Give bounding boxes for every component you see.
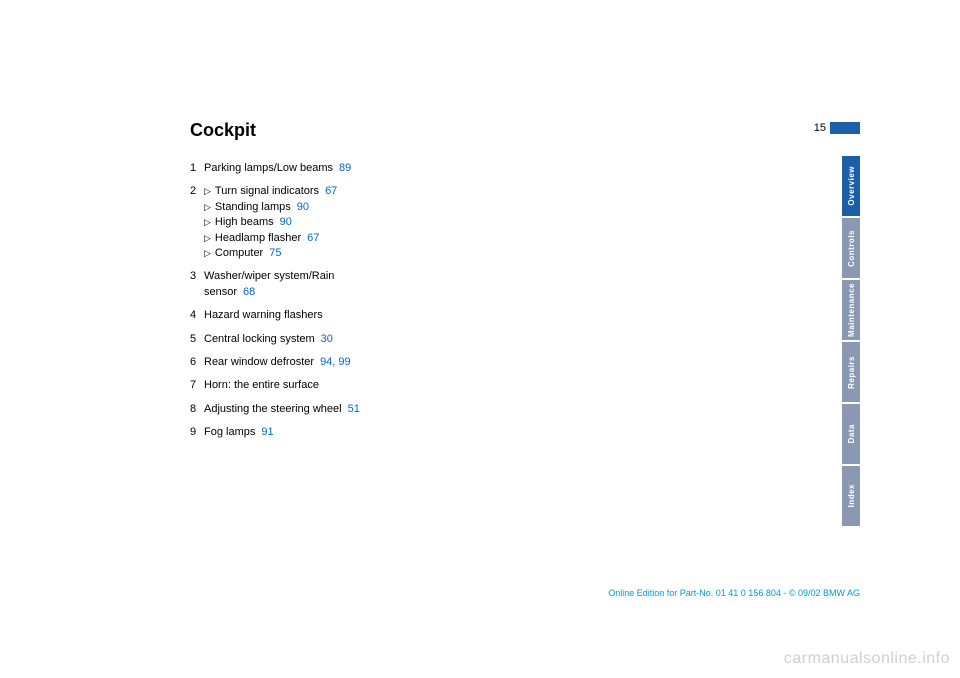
item-number: 2 xyxy=(190,184,204,261)
item-content: Adjusting the steering wheel 51 xyxy=(204,402,750,417)
page-ref[interactable]: 68 xyxy=(243,286,255,298)
sub-text: Computer xyxy=(215,246,263,261)
item-text: Washer/wiper system/Rain sensor xyxy=(204,270,334,297)
page-ref[interactable]: 30 xyxy=(321,333,333,345)
triangle-icon: ▷ xyxy=(204,232,211,245)
page-ref[interactable]: 51 xyxy=(348,403,360,415)
sub-item: ▷ Headlamp flasher 67 xyxy=(204,231,750,246)
tab-label: Index xyxy=(847,484,856,507)
tab-controls[interactable]: Controls xyxy=(842,218,860,278)
sub-item: ▷ Standing lamps 90 xyxy=(204,200,750,215)
tab-label: Data xyxy=(847,424,856,443)
sub-text: High beams xyxy=(215,215,274,230)
tab-maintenance[interactable]: Maintenance xyxy=(842,280,860,340)
item-text: Adjusting the steering wheel xyxy=(204,403,342,415)
triangle-icon: ▷ xyxy=(204,247,211,260)
item-text: Fog lamps xyxy=(204,426,255,438)
item-number: 7 xyxy=(190,378,204,393)
page-ref[interactable]: 94, 99 xyxy=(320,356,351,368)
page-ref[interactable]: 90 xyxy=(297,200,309,215)
triangle-icon: ▷ xyxy=(204,185,211,198)
item-content: Horn: the entire surface xyxy=(204,378,750,393)
tab-label: Overview xyxy=(847,166,856,206)
list-item: 5 Central locking system 30 xyxy=(190,332,750,347)
watermark: carmanualsonline.info xyxy=(784,650,950,668)
page-ref[interactable]: 75 xyxy=(269,246,281,261)
item-number: 1 xyxy=(190,161,204,176)
item-number: 9 xyxy=(190,425,204,440)
page-number: 15 xyxy=(814,122,826,134)
page-number-block: 15 xyxy=(814,122,860,134)
tab-index[interactable]: Index xyxy=(842,466,860,526)
sub-text: Standing lamps xyxy=(215,200,291,215)
tab-data[interactable]: Data xyxy=(842,404,860,464)
triangle-icon: ▷ xyxy=(204,216,211,229)
sub-text: Headlamp flasher xyxy=(215,231,301,246)
sub-item: ▷ Computer 75 xyxy=(204,246,750,261)
item-text: Rear window defroster xyxy=(204,356,314,368)
list-item: 4 Hazard warning flashers xyxy=(190,308,750,323)
tab-repairs[interactable]: Repairs xyxy=(842,342,860,402)
item-content: Central locking system 30 xyxy=(204,332,750,347)
footer-text: Online Edition for Part-No. 01 41 0 156 … xyxy=(608,588,860,598)
list-item: 3 Washer/wiper system/Rain sensor68 xyxy=(190,269,750,300)
item-text: Central locking system xyxy=(204,333,315,345)
list-item: 1 Parking lamps/Low beams 89 xyxy=(190,161,750,176)
item-content: Hazard warning flashers xyxy=(204,308,750,323)
page-ref[interactable]: 91 xyxy=(261,426,273,438)
item-text: Horn: the entire surface xyxy=(204,379,319,391)
tab-label: Maintenance xyxy=(847,283,856,337)
item-number: 8 xyxy=(190,402,204,417)
triangle-icon: ▷ xyxy=(204,201,211,214)
cockpit-list: 1 Parking lamps/Low beams89 2 ▷Turn sign… xyxy=(190,161,750,440)
page-ref[interactable]: 89 xyxy=(339,162,351,174)
item-number: 6 xyxy=(190,355,204,370)
item-text: Hazard warning flashers xyxy=(204,309,323,321)
tab-overview[interactable]: Overview xyxy=(842,156,860,216)
page-bar xyxy=(830,122,860,134)
list-item: 8 Adjusting the steering wheel 51 xyxy=(190,402,750,417)
item-content: Parking lamps/Low beams 89 xyxy=(204,161,750,176)
tab-label: Controls xyxy=(847,230,856,267)
section-tabs: Overview Controls Maintenance Repairs Da… xyxy=(842,156,860,528)
page-ref[interactable]: 90 xyxy=(280,215,292,230)
item-content: Rear window defroster 94, 99 xyxy=(204,355,750,370)
item-content: ▷ Turn signal indicators 67 ▷ Standing lamp… xyxy=(204,184,750,261)
sub-text: Turn signal indicators xyxy=(215,184,319,199)
list-item: 2 ▷ Turn signal indicators 67 ▷ Standing la… xyxy=(190,184,750,261)
item-content: Washer/wiper system/Rain sensor68 xyxy=(204,269,384,300)
page-ref[interactable]: 67 xyxy=(307,231,319,246)
list-item: 6 Rear window defroster 94, 99 xyxy=(190,355,750,370)
item-number: 4 xyxy=(190,308,204,323)
sub-item: ▷ Turn signal indicators 67 xyxy=(204,184,750,199)
item-number: 3 xyxy=(190,269,204,300)
sub-item: ▷ High beams 90 xyxy=(204,215,750,230)
item-text: Parking lamps/Low beams xyxy=(204,162,333,174)
item-number: 5 xyxy=(190,332,204,347)
page-ref[interactable]: 67 xyxy=(325,184,337,199)
item-content: Fog lamps 91 xyxy=(204,425,750,440)
tab-label: Repairs xyxy=(847,356,856,389)
page-title: Cockpit xyxy=(190,120,750,141)
list-item: 7 Horn: the entire surface xyxy=(190,378,750,393)
list-item: 9 Fog lamps 91 xyxy=(190,425,750,440)
